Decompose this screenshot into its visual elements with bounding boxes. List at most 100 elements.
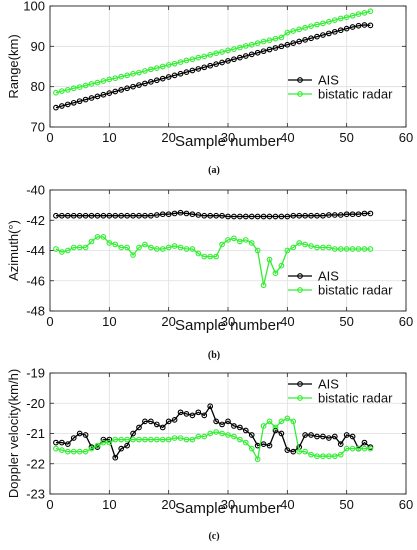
data-point	[153, 65, 160, 71]
data-point	[242, 213, 249, 220]
data-point	[337, 27, 344, 34]
data-point	[142, 418, 148, 425]
data-point	[225, 47, 231, 54]
data-point	[159, 75, 166, 82]
data-point	[195, 212, 202, 218]
data-point	[254, 247, 261, 254]
legend-label: AIS	[318, 269, 339, 284]
data-point	[142, 436, 148, 443]
data-point	[242, 43, 249, 49]
data-point	[195, 409, 202, 416]
data-point	[213, 253, 219, 260]
data-point	[112, 241, 119, 248]
data-point	[59, 447, 65, 453]
data-point	[296, 38, 303, 45]
legend-marker	[297, 287, 303, 293]
data-point	[314, 244, 320, 251]
data-point	[361, 445, 368, 452]
data-point	[100, 91, 107, 98]
chart-panel-2: 0 10 20 30 40 50 60 -40 -42 -44 -46 -48 AISbistatic …	[6, 183, 413, 362]
data-point	[59, 212, 65, 219]
y-axis-label: Azimuth(°)	[6, 220, 21, 281]
data-point	[260, 282, 267, 289]
data-point	[308, 35, 314, 42]
data-point	[231, 213, 237, 220]
data-point	[284, 247, 291, 254]
data-point	[88, 80, 95, 87]
data-point	[213, 61, 219, 67]
x-tick-label: 20	[161, 497, 175, 512]
series-line-bistatic-radar	[55, 10, 371, 94]
x-tick-label: 50	[339, 314, 353, 329]
data-point	[201, 253, 208, 260]
data-point	[64, 101, 71, 108]
data-point	[320, 212, 326, 219]
data-point	[177, 70, 184, 77]
legend-marker	[297, 77, 303, 83]
data-point	[59, 103, 65, 109]
data-point	[260, 441, 267, 447]
legend-label: AIS	[318, 377, 339, 392]
x-tick-label: 0	[46, 314, 53, 329]
data-point	[201, 433, 208, 440]
data-point	[367, 8, 374, 15]
data-point	[266, 37, 273, 44]
data-point	[189, 412, 196, 419]
axes-box	[49, 5, 407, 128]
data-point	[272, 213, 279, 220]
data-point	[148, 212, 154, 219]
y-axis-label: Range(km)	[6, 34, 21, 98]
data-point	[302, 37, 308, 43]
data-point	[349, 445, 356, 452]
x-tick-label: 0	[46, 130, 53, 145]
data-point	[284, 41, 291, 48]
data-point	[355, 445, 362, 452]
data-point	[130, 83, 136, 90]
data-point	[237, 44, 243, 51]
data-point	[272, 45, 279, 51]
series-line-ais	[55, 404, 371, 460]
data-point	[219, 241, 225, 248]
data-point	[189, 56, 196, 63]
data-point	[290, 244, 297, 251]
data-point	[171, 243, 178, 249]
data-point	[219, 430, 225, 437]
data-point	[284, 415, 291, 422]
data-point	[320, 20, 326, 27]
x-tick-label: 40	[280, 130, 294, 145]
data-point	[225, 432, 231, 438]
data-point	[183, 246, 190, 252]
data-point	[171, 210, 178, 217]
axes-box	[49, 372, 407, 495]
data-point	[296, 448, 303, 455]
data-point	[59, 249, 65, 255]
data-point	[331, 453, 338, 460]
data-point	[326, 18, 332, 25]
data-point	[94, 212, 101, 219]
data-point	[349, 433, 356, 440]
x-tick-label: 20	[161, 314, 175, 329]
data-point	[195, 54, 202, 61]
data-point	[213, 429, 219, 435]
data-point	[302, 448, 308, 455]
y-tick-label: -19	[26, 366, 45, 381]
data-point	[148, 436, 154, 443]
data-point	[112, 436, 119, 443]
data-point	[82, 82, 89, 89]
data-point	[177, 244, 184, 251]
data-point	[242, 439, 249, 446]
data-point	[142, 68, 148, 74]
data-point	[124, 85, 130, 92]
data-point	[82, 448, 89, 455]
data-point	[100, 234, 107, 240]
x-tick-label: 40	[280, 314, 294, 329]
data-point	[106, 212, 113, 219]
data-point	[320, 32, 326, 38]
data-point	[94, 442, 101, 449]
data-point	[284, 29, 291, 36]
data-point	[361, 22, 368, 28]
data-point	[118, 436, 125, 443]
data-point	[272, 270, 279, 277]
